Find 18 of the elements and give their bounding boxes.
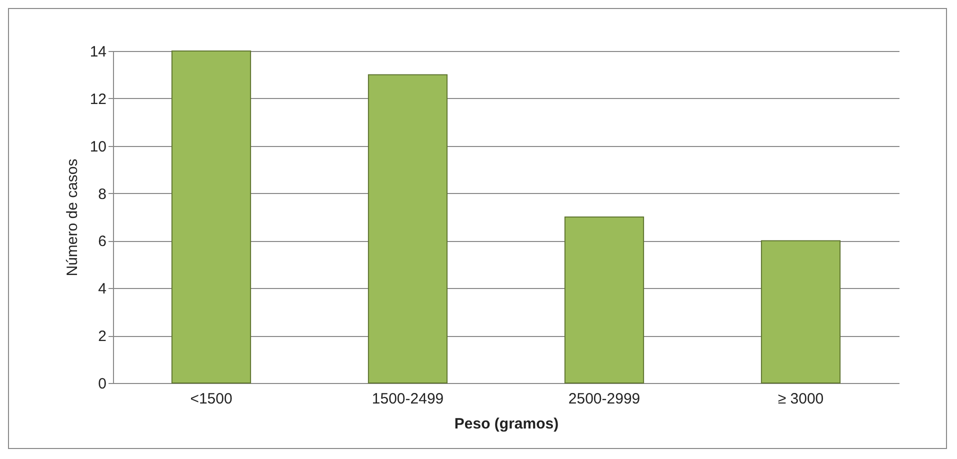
y-tick-label: 0 (98, 376, 106, 392)
y-tick-label: 6 (98, 233, 106, 250)
y-tick-label: 4 (98, 280, 106, 298)
bar (564, 216, 644, 384)
x-tick-label: 2500-2999 (568, 390, 640, 408)
bar (760, 240, 841, 384)
x-axis-title: Peso (gramos) (454, 416, 559, 432)
y-tick-label: 2 (98, 328, 106, 346)
y-tick-label: 14 (90, 44, 106, 60)
y-axis-title: Número de casos (64, 158, 81, 276)
bar (368, 74, 448, 384)
x-tick-label: 1500-2499 (372, 390, 444, 408)
y-tick-label: 8 (98, 186, 106, 203)
y-tick-label: 10 (90, 138, 106, 156)
x-tick-label: ≥ 3000 (778, 390, 824, 408)
bar (171, 50, 252, 384)
x-tick-label: <1500 (190, 390, 232, 408)
y-tick-label: 12 (90, 90, 106, 108)
